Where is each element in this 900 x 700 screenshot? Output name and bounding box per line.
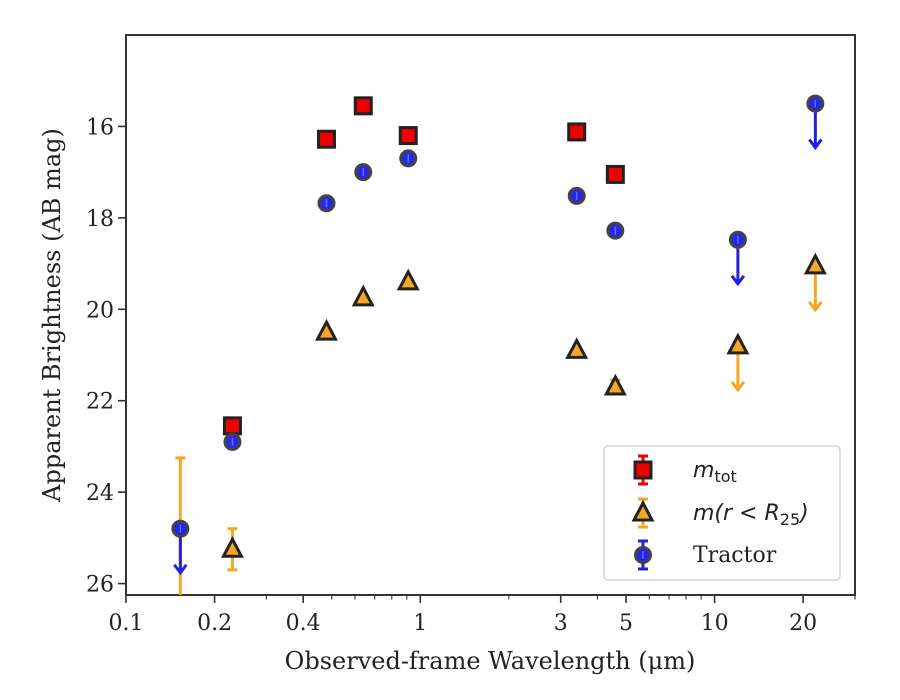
point-m-r25: [220, 536, 244, 558]
point-mtot: [222, 416, 242, 436]
x-tick-label: 1: [413, 611, 427, 636]
point-mtot: [398, 126, 418, 146]
point-m-r25: [396, 268, 420, 291]
point-m-r25: [803, 252, 827, 275]
y-tick-label: 26: [86, 573, 114, 598]
point-m-r25: [351, 284, 375, 307]
plot-frame: [125, 34, 856, 596]
upper-limit-arrow-head: [730, 274, 746, 287]
y-tick-label: 18: [86, 207, 114, 232]
point-m-r25: [565, 337, 589, 359]
upper-limit-arrow-head: [173, 563, 188, 576]
legend-box: [603, 445, 841, 581]
upper-limit-arrow-head: [808, 138, 823, 151]
x-tick-label: 20: [789, 611, 817, 636]
point-m-r25: [314, 318, 338, 341]
upper-limit-arrow-head: [808, 300, 823, 313]
y-tick-label: 24: [86, 481, 114, 506]
x-tick-label: 3: [554, 611, 568, 636]
axis-ticks: 0.1 0.2 0.4 1 3 5 10 20 16 18 20 22 24 26: [86, 115, 856, 636]
point-mtot: [353, 96, 373, 116]
y-tick-label: 16: [86, 115, 114, 140]
point-mtot: [316, 129, 336, 149]
legend: mtot m(r < R25) Tractor: [603, 445, 841, 581]
x-tick-label: 5: [619, 611, 633, 636]
upper-limit-arrow-head: [730, 380, 746, 393]
legend-label-mtot: mtot: [693, 458, 737, 486]
legend-marker-m-r25: [631, 499, 655, 522]
point-m-r25: [726, 332, 750, 355]
x-tick-label: 0.4: [286, 611, 321, 636]
y-tick-label: 20: [86, 298, 114, 323]
x-axis-label: Observed-frame Wavelength (μm): [285, 647, 696, 675]
data-points: [171, 94, 827, 558]
point-mtot: [605, 164, 625, 184]
point-mtot: [567, 122, 587, 142]
legend-label-m-r25: m(r < R25): [693, 501, 809, 529]
legend-marker-mtot: [633, 460, 653, 480]
x-tick-label: 10: [701, 611, 729, 636]
legend-label-tractor: Tractor: [693, 543, 777, 568]
x-tick-label: 0.1: [109, 611, 144, 636]
point-m-r25: [603, 373, 627, 396]
y-axis-label: Apparent Brightness (AB mag): [38, 128, 66, 503]
x-tick-label: 0.2: [197, 611, 232, 636]
y-tick-label: 22: [86, 390, 114, 415]
